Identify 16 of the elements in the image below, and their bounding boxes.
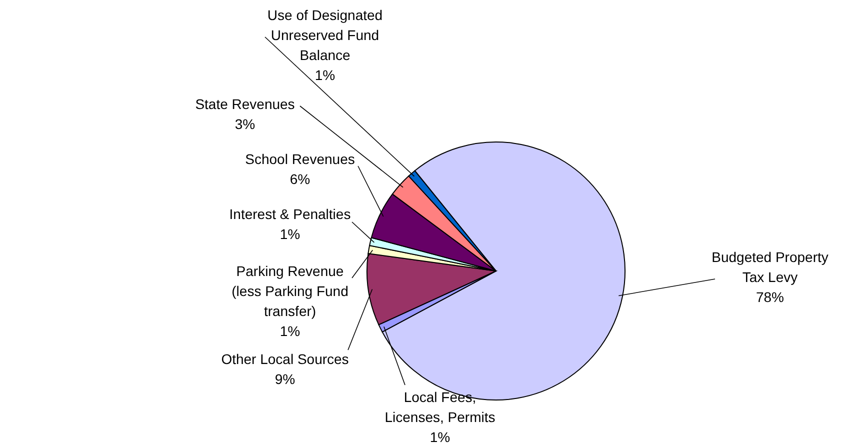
slice-label: Parking Revenue (less Parking Fund transfer) (232, 263, 348, 319)
slice-label: Interest & Penalties (229, 206, 351, 222)
slice-label: State Revenues (195, 96, 295, 112)
slice-label: School Revenues (245, 151, 355, 167)
data-label: 1% (314, 67, 336, 83)
slice-label: Use of Designated Unreserved Fund Balance (267, 7, 383, 63)
data-label: 78% (756, 289, 784, 305)
slice-label: Budgeted Property Tax Levy (712, 249, 828, 285)
data-label: 6% (290, 171, 310, 187)
data-label: 1% (280, 323, 300, 339)
data-label: 9% (274, 371, 296, 387)
data-label: 3% (234, 116, 256, 132)
slice-label: Other Local Sources (221, 351, 349, 367)
data-label: 1% (430, 429, 450, 445)
slice-label: Local Fees, Licenses, Permits (384, 389, 496, 425)
data-label: 1% (280, 226, 300, 242)
